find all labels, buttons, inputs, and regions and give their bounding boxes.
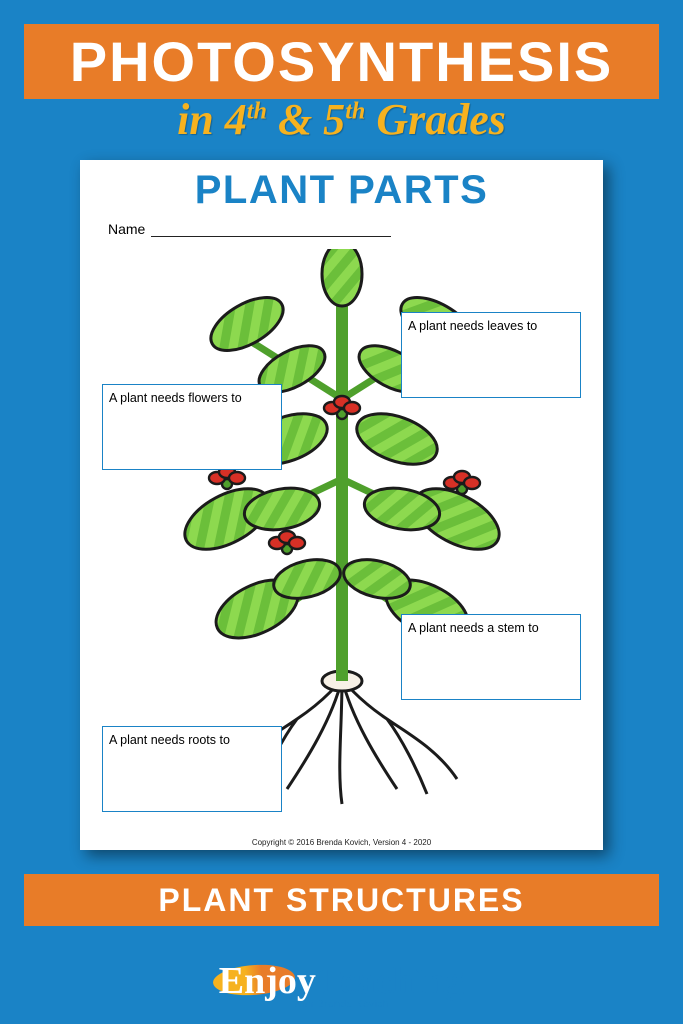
label-roots-text: A plant needs roots to <box>109 733 230 747</box>
subtitle-sup-1: th <box>247 97 267 124</box>
subtitle-text-2: Grades <box>365 95 506 144</box>
worksheet-copyright: Copyright © 2016 Brenda Kovich, Version … <box>80 838 603 847</box>
worksheet-title: PLANT PARTS <box>80 160 603 213</box>
label-box-stem: A plant needs a stem to <box>401 614 581 700</box>
subtitle-text-1: in 4 <box>177 95 247 144</box>
infographic-page: PHOTOSYNTHESIS in 4th & 5th Grades PLANT… <box>0 0 683 1024</box>
label-box-roots: A plant needs roots to <box>102 726 282 812</box>
top-banner: PHOTOSYNTHESIS <box>24 24 659 99</box>
worksheet: PLANT PARTS Name <box>80 160 603 850</box>
subtitle: in 4th & 5th Grades <box>0 94 683 145</box>
logo-teaching: Teaching <box>318 960 464 1002</box>
label-box-flowers: A plant needs flowers to <box>102 384 282 470</box>
top-banner-text: PHOTOSYNTHESIS <box>70 29 614 94</box>
name-label: Name <box>108 221 145 237</box>
label-flowers-text: A plant needs flowers to <box>109 391 242 405</box>
brand-logo: EnjoyTeaching with Brenda Kovich <box>0 959 683 1010</box>
subtitle-sup-2: th <box>345 97 365 124</box>
bottom-banner-text: PLANT STRUCTURES <box>158 882 524 919</box>
logo-enjoy: Enjoy <box>219 960 316 1002</box>
label-leaves-text: A plant needs leaves to <box>408 319 537 333</box>
logo-main: EnjoyTeaching <box>219 959 465 1003</box>
subtitle-text-amp: & 5 <box>267 95 345 144</box>
plant-diagram-area: A plant needs flowers to A plant needs l… <box>80 236 603 832</box>
name-row: Name <box>80 213 603 237</box>
label-box-leaves: A plant needs leaves to <box>401 312 581 398</box>
bottom-banner: PLANT STRUCTURES <box>24 874 659 926</box>
label-stem-text: A plant needs a stem to <box>408 621 539 635</box>
